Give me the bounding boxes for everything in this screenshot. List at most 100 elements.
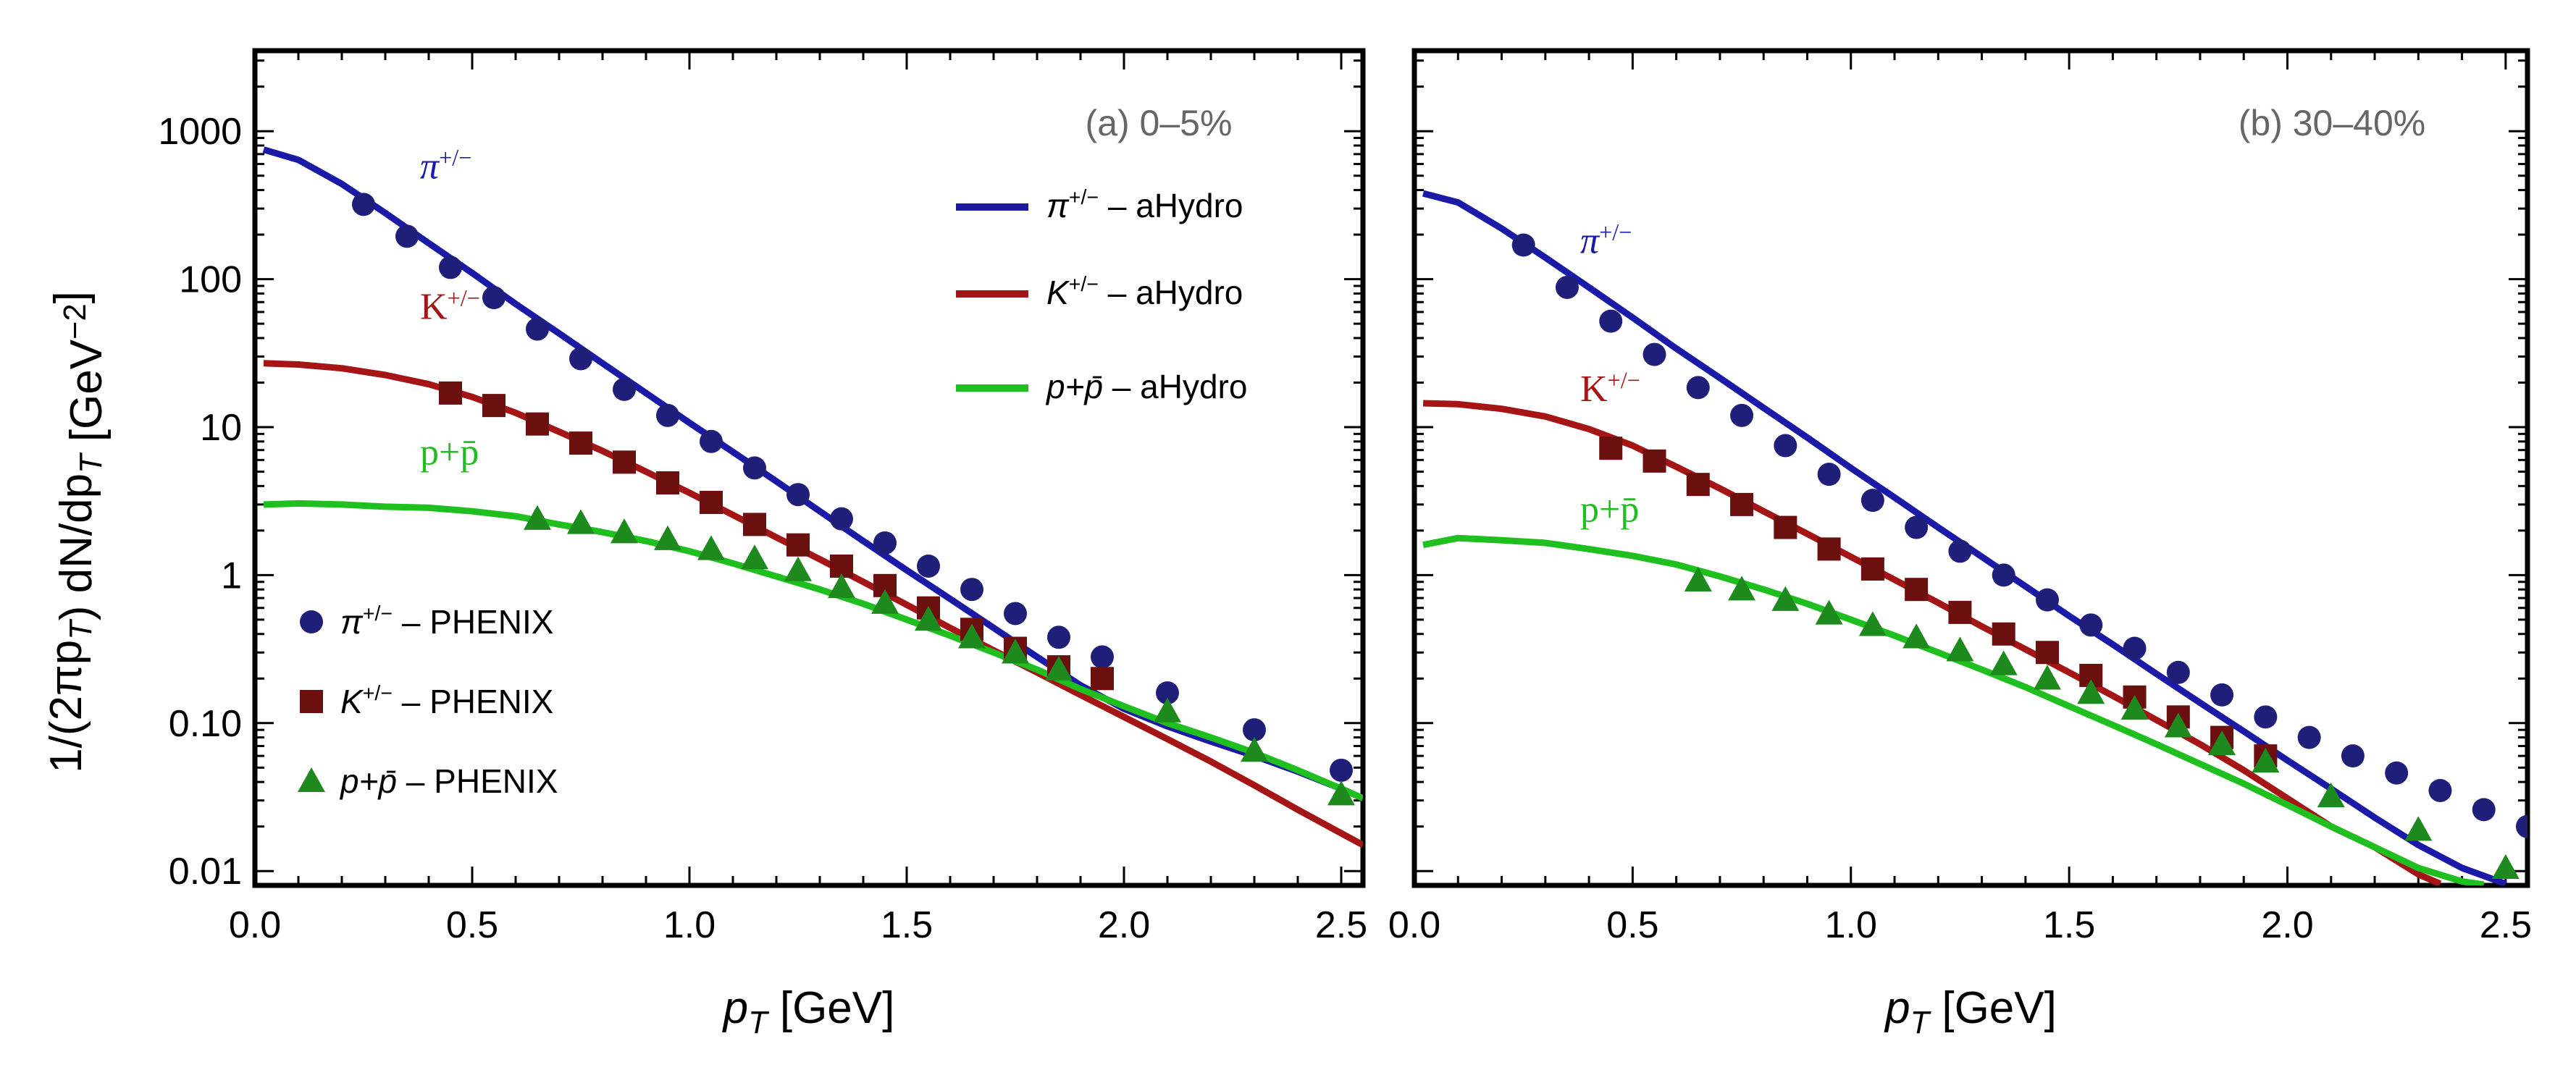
proton-data-point (2164, 712, 2192, 738)
pion-ahydro-curve (262, 146, 1363, 801)
proton-data-point (1771, 586, 1800, 611)
plot-area (1422, 190, 2527, 885)
label-base: π (420, 146, 440, 187)
label-sup: +/− (439, 144, 471, 170)
pion-data-point (2385, 761, 2409, 785)
panel-title: (b) 30–40% (2239, 103, 2426, 143)
x-axis-label-sub: T (1910, 1006, 1932, 1040)
label-base: p+p̄ (420, 431, 479, 473)
pion-data-point (960, 578, 983, 602)
x-axis-label-unit: [GeV] (1929, 983, 2057, 1033)
x-tick-label: 0.0 (1388, 904, 1440, 946)
proton-data-point (828, 573, 855, 599)
x-tick-label: 0.5 (446, 904, 498, 946)
kaon-data-point (1642, 449, 1666, 473)
pion-data-point (1004, 602, 1027, 625)
label-suffix: – aHydro (1103, 368, 1247, 405)
x-tick-label: 2.0 (1098, 904, 1150, 946)
kaon-data-point (1686, 473, 1710, 497)
proton-data-point (2077, 679, 2105, 704)
legend-label-pion-ahydro: π+/− – aHydro (1046, 186, 1243, 224)
x-tick-label: 2.5 (1315, 904, 1367, 946)
label-suffix: – PHENIX (393, 683, 553, 720)
pion-data-point (786, 483, 810, 507)
pion-data-point (613, 377, 636, 401)
proton-data-point (958, 623, 986, 649)
pion-ahydro-curve (1422, 190, 2507, 885)
label-sup: −2 (58, 303, 93, 339)
legend-label-proton-ahydro: p+p̄ – aHydro (1045, 368, 1247, 405)
label-suffix: – PHENIX (397, 762, 558, 800)
kaon-ahydro-curve (1422, 400, 2442, 885)
pion-data-point (2210, 683, 2234, 707)
legend-label-pion-phenix: π+/− – PHENIX (340, 602, 553, 641)
label-part: ] (46, 291, 96, 303)
x-tick-label: 1.5 (2043, 904, 2095, 946)
kaon-data-point (2035, 641, 2059, 665)
proton-data-point (1728, 576, 1756, 601)
x-axis-label-p: p (1884, 983, 1910, 1033)
label-sup: +/− (1599, 219, 1632, 245)
kaon-data-point (1599, 437, 1623, 460)
panel-a: 0.0 0.5 1.0 1.5 2.0 2.5 0.01 0.10 1 10 100 1000 pT [… (158, 48, 1367, 1040)
proton-data-point (2317, 782, 2345, 808)
label-sup: +/− (363, 602, 393, 625)
plot-area (262, 146, 1363, 848)
pion-data-point (352, 193, 375, 216)
label-suffix: – aHydro (1099, 187, 1243, 224)
pion-data-point (569, 347, 592, 371)
label-part: 1/(2πp (41, 640, 91, 773)
pion-data-point (700, 429, 723, 453)
pion-data-point (2123, 636, 2147, 660)
y-tick-label: 100 (179, 259, 242, 301)
proton-data-point (1241, 737, 1268, 762)
x-tick-label: 2.0 (2261, 904, 2313, 946)
proton-data-point (784, 556, 812, 581)
y-axis-label: 1/(2πpT) dN/dpT [GeV−2] (41, 291, 112, 773)
legend-marker-triangle (298, 767, 325, 792)
label-base: K (420, 286, 448, 327)
y-tick-label: 1000 (158, 111, 242, 153)
kaon-data-point (482, 394, 505, 418)
pion-data-point (439, 256, 462, 279)
label-sup: +/− (363, 682, 393, 705)
label-base: K (1046, 274, 1070, 311)
pion-data-point (830, 507, 853, 531)
proton-data-point (611, 518, 638, 544)
label-sup: +/− (448, 285, 480, 311)
pion-curve-label: π+/− (420, 144, 471, 187)
kaon-data-point (526, 412, 549, 436)
kaon-data-point (1817, 537, 1841, 561)
pion-data-point (1599, 309, 1623, 333)
proton-ahydro-curve (1422, 534, 2485, 885)
proton-data-point (2252, 747, 2280, 773)
pion-data-point (917, 554, 940, 578)
x-tick-label: 1.5 (881, 904, 933, 946)
label-base: p+p̄ (339, 762, 397, 800)
pion-data-point (743, 456, 766, 480)
kaon-data-point (1905, 578, 1929, 602)
pion-data-point (1642, 342, 1666, 366)
kaon-curve-label: K+/− (420, 285, 480, 327)
label-base: p+p̄ (1580, 489, 1639, 530)
proton-data-point (1154, 697, 1181, 723)
label-base: K (340, 683, 364, 720)
legend-label-kaon-phenix: K+/− – PHENIX (340, 682, 553, 720)
x-tick-label: 0.5 (1606, 904, 1658, 946)
plot-frame (1411, 48, 2530, 888)
pion-data-point (1243, 718, 1266, 742)
x-tick-label: 0.0 (229, 904, 281, 946)
pion-data-point (873, 531, 897, 555)
pion-data-point (2079, 613, 2103, 637)
pion-data-point (1817, 463, 1841, 486)
x-tick-label: 1.0 (663, 904, 716, 946)
proton-data-point (1327, 780, 1355, 806)
pion-data-point (1156, 681, 1179, 705)
legend-marker-square (300, 690, 323, 713)
proton-data-point (2120, 694, 2149, 720)
pion-data-point (1091, 645, 1114, 669)
proton-data-point (2491, 854, 2520, 880)
label-base: p+p̄ (1045, 368, 1103, 405)
label-part: ) dN/dp (51, 473, 101, 620)
